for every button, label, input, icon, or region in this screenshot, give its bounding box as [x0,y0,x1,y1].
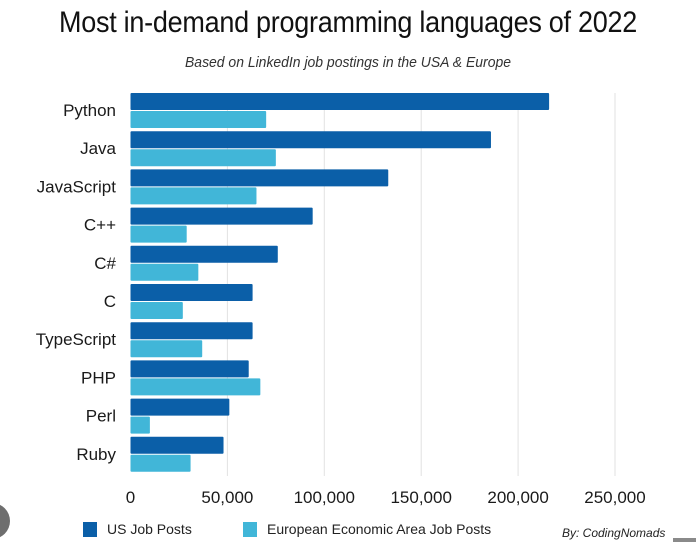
category-label: Java [80,139,116,158]
bar-us [130,207,313,225]
bar-eu [130,111,267,128]
bar-us [130,322,253,340]
legend-label-us: US Job Posts [107,521,192,537]
bar-us [130,245,278,263]
chart-subtitle: Based on LinkedIn job postings in the US… [185,54,511,71]
legend-swatch-us [83,521,97,537]
bar-us [130,169,389,187]
category-label: JavaScript [37,177,117,196]
category-label: PHP [81,368,116,387]
category-label: Perl [86,407,116,426]
bar-eu [130,416,150,434]
legend-label-eu: European Economic Area Job Posts [267,521,492,537]
chart-title: Most in-demand programming languages of … [59,6,637,39]
x-axis-ticks: 0 50,000 100,000 150,000 200,000 250,000 [126,488,646,507]
bar-eu [130,263,199,281]
y-axis-labels: Python Java JavaScript C++ C# C TypeScript PHP P… [36,101,117,464]
category-label: Ruby [76,445,116,464]
bar-us [130,398,230,416]
bar-eu [130,187,257,205]
bar-eu [130,149,276,167]
category-label: C [104,292,116,311]
x-tick-label: 50,000 [201,488,253,507]
overlay-bar [673,538,696,542]
bar-eu [130,225,187,243]
category-label: Python [63,101,116,120]
byline: By: CodingNomads [562,526,666,540]
category-label: TypeScript [36,330,117,349]
legend-item-eu: European Economic Area Job Posts [243,521,491,537]
bars [130,93,550,472]
bar-eu [130,454,191,472]
bar-us [130,284,253,301]
bar-us [130,93,550,110]
bar-eu [130,378,261,396]
x-tick-label: 200,000 [487,488,548,507]
x-tick-label: 250,000 [584,488,645,507]
category-label: C++ [84,216,116,235]
bar-eu [130,340,203,358]
bar-eu [130,302,183,319]
legend-swatch-eu [243,521,257,537]
bar-us [130,360,249,378]
legend-item-us: US Job Posts [83,521,192,537]
legend: US Job Posts European Economic Area Job … [0,521,696,541]
x-tick-label: 150,000 [390,488,451,507]
bar-us [130,436,224,454]
x-tick-label: 100,000 [294,488,355,507]
bar-us [130,131,491,149]
x-tick-label: 0 [126,488,135,507]
overlay-circle-button[interactable] [0,503,10,539]
gridlines [226,93,616,476]
category-label: C# [94,254,116,273]
